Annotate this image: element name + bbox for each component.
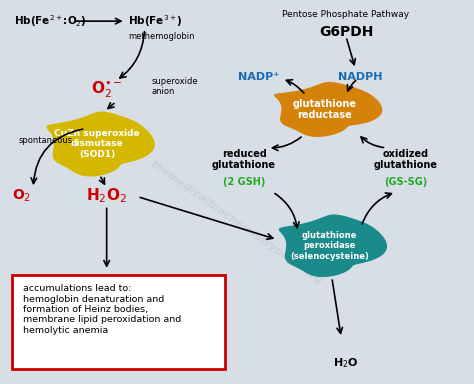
Text: superoxide
anion: superoxide anion <box>152 77 198 96</box>
FancyBboxPatch shape <box>12 275 225 369</box>
Text: G6PDH: G6PDH <box>319 25 373 39</box>
Text: O$_2$: O$_2$ <box>12 188 31 204</box>
Text: Pentose Phosphate Pathway: Pentose Phosphate Pathway <box>283 10 410 18</box>
Text: themedicalbiochemistrypage.org: themedicalbiochemistrypage.org <box>149 159 325 286</box>
Text: glutathione
peroxidase
(selenocysteine): glutathione peroxidase (selenocysteine) <box>290 231 369 261</box>
Text: (2 GSH): (2 GSH) <box>223 177 265 187</box>
Text: spontaneous: spontaneous <box>19 136 73 145</box>
Text: H$_2$O$_2$: H$_2$O$_2$ <box>86 187 127 205</box>
Polygon shape <box>280 215 386 276</box>
Text: reduced
glutathione: reduced glutathione <box>212 149 276 170</box>
Text: methemoglobin: methemoglobin <box>128 32 194 41</box>
Text: NADP⁺: NADP⁺ <box>238 72 279 82</box>
Text: CuZn superoxide
dismutase
(SOD1): CuZn superoxide dismutase (SOD1) <box>55 129 140 159</box>
Polygon shape <box>275 83 382 136</box>
Text: O$_2^{\bullet-}$: O$_2^{\bullet-}$ <box>91 80 122 101</box>
Text: NADPH: NADPH <box>338 72 383 82</box>
Text: (GS-SG): (GS-SG) <box>383 177 427 187</box>
Text: accumulations lead to:
hemoglobin denaturation and
formation of Heinz bodies,
me: accumulations lead to: hemoglobin denatu… <box>23 284 181 335</box>
Text: Hb(Fe$^{3+}$): Hb(Fe$^{3+}$) <box>128 13 183 29</box>
Text: oxidized
glutathione: oxidized glutathione <box>373 149 438 170</box>
Text: H$_2$O: H$_2$O <box>333 356 359 370</box>
Text: glutathione
reductase: glutathione reductase <box>292 99 357 120</box>
Text: Hb(Fe$^{2+}$:O$_2$): Hb(Fe$^{2+}$:O$_2$) <box>14 13 87 29</box>
Polygon shape <box>47 112 154 176</box>
